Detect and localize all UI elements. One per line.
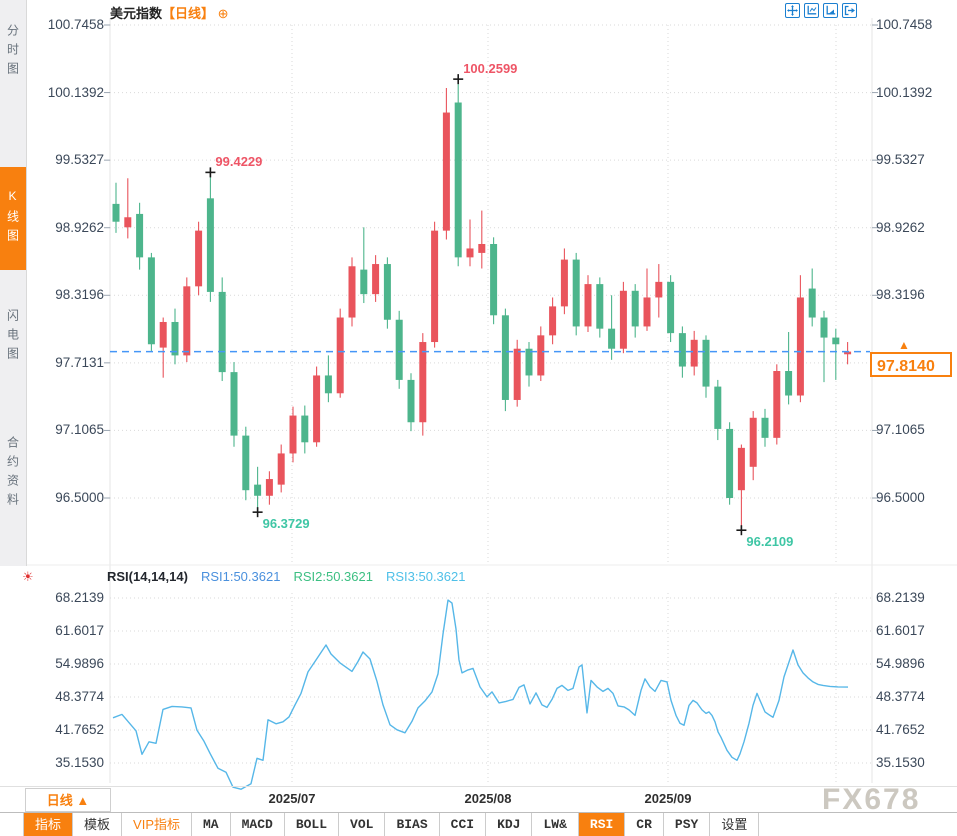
price-axis-label: 98.9262 [876,219,925,235]
price-axis-label: 98.9262 [55,219,104,235]
rsi-axis-label: 35.1530 [876,755,925,770]
toolbar-item-PSY[interactable]: PSY [664,813,711,836]
rsi-axis-label: 41.7652 [876,721,925,737]
price-axis-label: 99.5327 [55,152,104,168]
price-axis-label: 100.7458 [47,17,104,32]
price-axis-label: 100.7458 [876,17,933,32]
exit-chart-icon[interactable] [842,3,857,18]
toolbar-item-VOL[interactable]: VOL [339,813,386,836]
toolbar-item-BOLL[interactable]: BOLL [285,813,340,836]
rsi-axis-label: 61.6017 [876,623,925,638]
rsi-indicator-name[interactable]: RSI(14,14,14) [107,569,188,584]
indicator-settings-icon[interactable]: ☀ [22,569,34,584]
last-price-value: 97.8140 [877,357,935,375]
rsi-axis-label: 68.2139 [55,590,104,605]
rsi-axis-label: 48.3774 [876,688,925,704]
toolbar-item-BIAS[interactable]: BIAS [385,813,440,836]
rsi-legend-3: RSI3:50.3621 [385,569,466,584]
instrument-name: 美元指数 [110,6,163,21]
toolbar-item-指标[interactable]: 指标 [23,813,74,836]
toolbar-item-MACD[interactable]: MACD [231,813,285,836]
rsi-axis-label: 35.1530 [55,755,104,770]
price-axis-label: 99.5327 [876,152,925,168]
price-axis-label: 98.3196 [55,287,104,303]
period-tag: 【日线】 [162,6,215,21]
annotation-high-1: 99.4229 [215,154,263,170]
price-axis-label: 96.5000 [55,490,104,505]
indicator-toolbar: 指标 模板 VIP指标 MA MACD BOLL VOL BIAS CCI KDJ LW& RSI CR… [0,812,957,836]
sidebar-item-contract-info[interactable]: 合约资料 [5,436,20,512]
period-dropdown-button[interactable]: 日线 ▲ [25,788,111,812]
toolbar-item-模板[interactable]: 模板 [73,813,123,836]
rsi-axis-label: 48.3774 [55,688,104,704]
pan-crosshair-icon[interactable] [785,3,800,18]
price-axis-label: 97.1065 [876,422,925,438]
sidebar-item-kline-chart[interactable]: K线图 [0,167,26,270]
toolbar-item-设置[interactable]: 设置 [710,813,760,836]
sidebar-item-time-chart[interactable]: 分时图 [5,23,20,81]
x-axis-row: 日线 ▲ 2025/07 2025/08 2025/09 FX678 [0,783,957,816]
annotation-low-1: 96.3729 [262,516,310,532]
price-axis-label: 100.1392 [47,84,104,100]
price-axis-label: 98.3196 [876,287,925,303]
toolbar-item-CR[interactable]: CR [625,813,664,836]
toolbar-item-CCI[interactable]: CCI [440,813,487,836]
restore-axis-filled-icon[interactable] [823,3,838,18]
x-tick-aug: 2025/08 [464,791,512,806]
zoom-toolbar [785,3,857,18]
price-axis-label: 96.5000 [876,490,925,505]
rsi-axis-label: 61.6017 [55,623,104,638]
restore-axis-icon[interactable] [804,3,819,18]
rsi-header: RSI(14,14,14) RSI1:50.3621 RSI2:50.3621 … [107,569,465,584]
price-axis-label: 97.7131 [55,354,104,370]
watermark: FX678 [822,783,921,816]
rsi-legend-2: RSI2:50.3621 [293,569,373,584]
last-price-tag[interactable]: 97.8140 ▲ [870,339,952,377]
rsi-axis-label: 41.7652 [55,721,104,737]
rsi-axis-label: 54.9896 [876,655,925,671]
toolbar-item-RSI[interactable]: RSI [578,813,626,836]
price-axis-label: 100.1392 [876,84,933,100]
x-tick-jul: 2025/07 [268,791,316,806]
add-indicator-icon[interactable]: ⊕ [217,6,229,21]
price-axis-label: 97.1065 [55,422,104,438]
x-tick-sep: 2025/09 [644,791,692,806]
rsi-legend-1: RSI1:50.3621 [200,569,281,584]
chart-title: 美元指数【日线】 ⊕ [110,3,229,22]
price-up-arrow-icon: ▲ [898,337,910,352]
annotation-low-2: 96.2109 [746,534,794,550]
sidebar: 分时图 K线图 闪电图 合约资料 [0,0,27,566]
rsi-axis-label: 68.2139 [876,590,925,605]
toolbar-item-MA[interactable]: MA [192,813,231,836]
rsi-axis-label: 54.9896 [55,655,104,671]
toolbar-item-VIP指标[interactable]: VIP指标 [122,813,192,836]
annotation-high-2: 100.2599 [463,61,518,77]
toolbar-item-KDJ[interactable]: KDJ [486,813,533,836]
sidebar-item-flash-chart[interactable]: 闪电图 [5,308,20,366]
toolbar-item-LW&[interactable]: LW& [532,813,579,836]
